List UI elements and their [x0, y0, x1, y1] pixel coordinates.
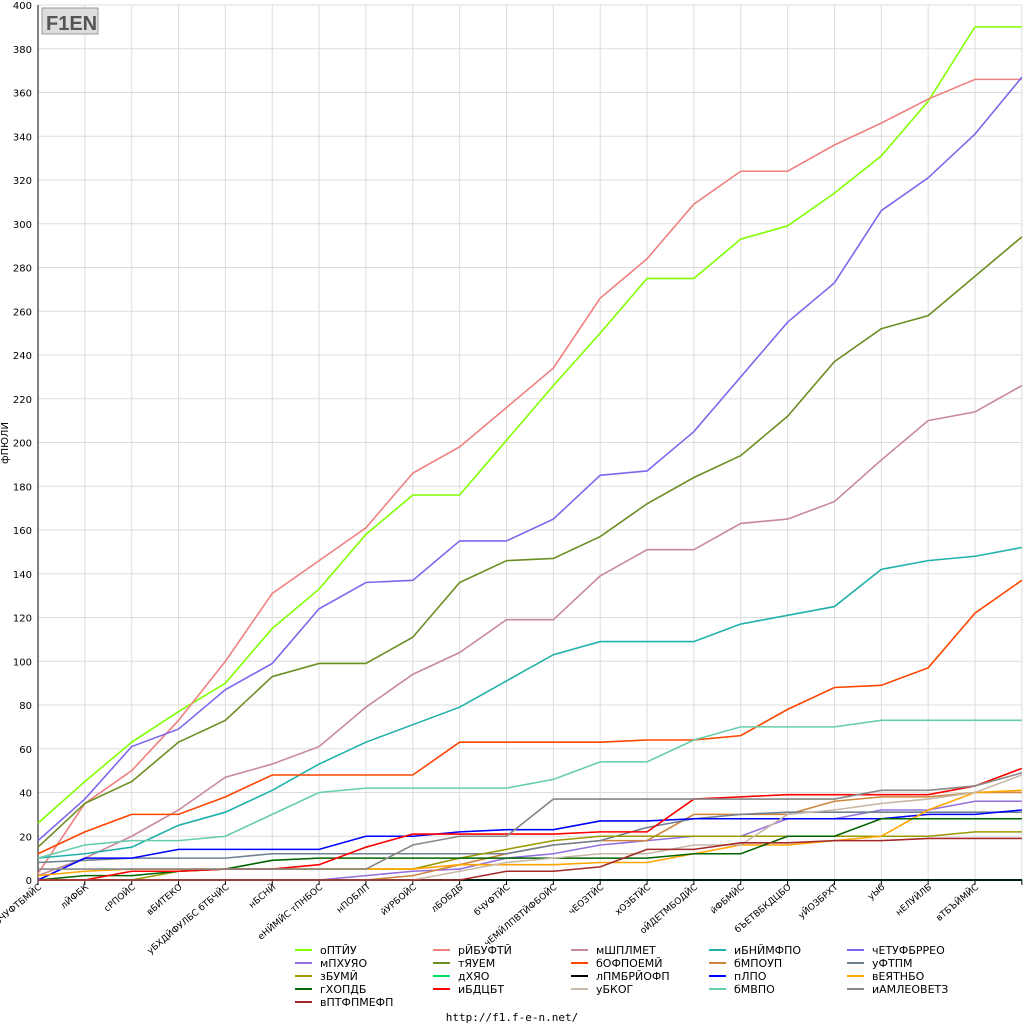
legend-label: вЕЯТНБО — [872, 970, 925, 983]
x-tick-label: нБСНЙ — [246, 881, 278, 911]
y-axis-ticks: 0 20 40 60 80 100 120 140 160 180 200 220 240 260 280 3… — [13, 1, 32, 887]
y-tick-label: 120 — [13, 614, 32, 625]
grid — [37, 4, 1023, 881]
legend-label: уФТПМ — [872, 957, 912, 970]
logo-text: F1EN — [46, 13, 97, 35]
legend-label: бМВПО — [734, 983, 775, 996]
series-line-0 — [37, 26, 1022, 824]
x-tick-label: бЧУФТБМЙС — [0, 881, 44, 927]
legend-label: гХОПДБ — [320, 983, 366, 996]
x-tick-label: чЕМЙЛПВТЙФБОЙС — [481, 881, 559, 949]
legend-label: иБДЦБТ — [458, 983, 504, 996]
legend-label: чЕТУФБРРЕО — [872, 944, 945, 957]
series-line-1 — [37, 78, 1022, 874]
legend-label: бОФПОЕМЙ — [596, 957, 663, 970]
legend-label: уБКОГ — [596, 983, 634, 996]
x-tick-label: уЫб — [866, 882, 887, 902]
y-tick-label: 280 — [13, 264, 32, 275]
y-tick-label: 360 — [13, 89, 32, 100]
series-line-4 — [37, 76, 1023, 842]
footer-url[interactable]: http://f1.f-e-n.net/ — [446, 1011, 578, 1024]
y-tick-label: 140 — [13, 570, 32, 581]
series-line-2 — [37, 384, 1023, 877]
x-tick-label: сРПОЙС — [101, 881, 137, 914]
legend-label: пЛПО — [734, 970, 767, 983]
legend-label: дХЯО — [458, 970, 490, 983]
y-tick-label: 80 — [19, 701, 32, 712]
y-tick-label: 200 — [13, 439, 32, 450]
legend-label: лПМБРЙОФП — [596, 970, 670, 983]
y-tick-label: 320 — [13, 176, 32, 187]
legend-label: мПХУЯО — [320, 957, 367, 970]
y-tick-label: 180 — [13, 482, 32, 493]
series-line-6 — [37, 236, 1023, 848]
series-line-3 — [37, 546, 1022, 859]
series-line-9 — [37, 811, 1022, 864]
logo: F1EN — [41, 7, 99, 35]
series-line-16 — [38, 767, 1023, 881]
legend-label: тЯУЕМ — [458, 957, 495, 970]
series-line-7 — [37, 579, 1023, 855]
y-axis-label: фПЮЛЙ — [0, 422, 11, 464]
y-tick-label: 380 — [13, 45, 32, 56]
legend-label: зБУМЙ — [320, 970, 358, 983]
series-lines — [37, 26, 1023, 881]
legend-label: оПТЙУ — [320, 944, 357, 957]
legend-label: мШПЛМЕТ — [596, 944, 656, 957]
y-tick-label: 260 — [13, 307, 32, 318]
x-tick-label: уБХДЙФУЛБС бТБЧЙС — [145, 881, 232, 957]
x-tick-label: йФБМЙС — [708, 881, 747, 916]
legend-label: иАМЛЕОВЕТЗ — [872, 983, 948, 996]
y-tick-label: 300 — [13, 220, 32, 231]
x-tick-label: бЧУФТЙС — [471, 881, 512, 918]
y-tick-label: 40 — [19, 789, 32, 800]
legend-label: иБНЙМФПО — [734, 944, 801, 957]
legend-label: вПТФПМЕФП — [320, 996, 393, 1009]
x-tick-label: хОЗБТЙС — [612, 881, 653, 918]
series-line-20 — [38, 837, 1022, 881]
x-tick-label: уЙОЗБРХТ — [796, 881, 841, 921]
x-tick-label: лЙФБК — [58, 881, 91, 912]
x-tick-label: вТБЪЙМЙС — [933, 881, 981, 924]
y-tick-label: 60 — [19, 745, 32, 756]
y-tick-label: 400 — [13, 1, 32, 12]
x-tick-label: чЕОЗТЙС — [566, 881, 606, 917]
legend-label: рЙБУФТЙ — [458, 944, 512, 957]
x-tick-label: нЕЛУЙЛБ — [893, 881, 934, 918]
series-line-19 — [38, 772, 1023, 870]
y-tick-label: 0 — [26, 876, 32, 887]
series-line-18 — [37, 719, 1022, 859]
y-tick-label: 20 — [19, 832, 32, 843]
y-tick-label: 160 — [13, 526, 32, 537]
y-tick-label: 240 — [13, 351, 32, 362]
series-line-14 — [37, 789, 1022, 877]
x-tick-label: лБОБДБ — [430, 883, 466, 915]
legend-label: бМПОУП — [734, 957, 782, 970]
y-tick-label: 100 — [13, 657, 32, 668]
x-tick-label: нПОБЛП — [335, 883, 372, 916]
series-line-13 — [37, 809, 1022, 881]
x-tick-label: вБИТЕКО — [145, 883, 184, 918]
x-tick-label: йУРБОЙС — [378, 881, 419, 918]
y-tick-label: 340 — [13, 132, 32, 143]
legend: оПТЙУ рЙБУФТЙ мШПЛМЕТ иБНЙМФПО чЕТУФБРРЕО мПХ… — [295, 944, 948, 1009]
y-tick-label: 220 — [13, 395, 32, 406]
